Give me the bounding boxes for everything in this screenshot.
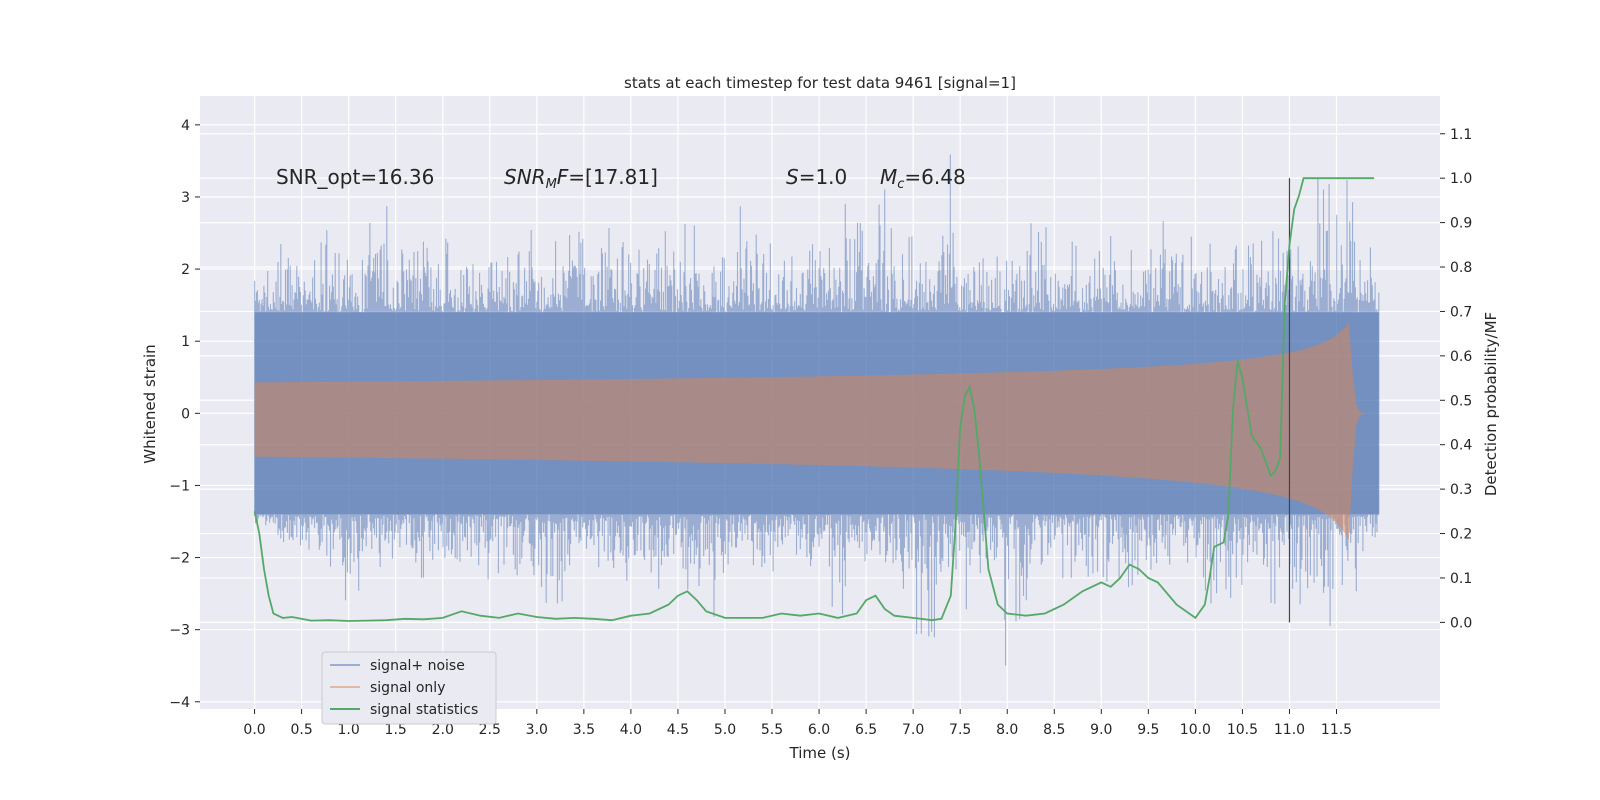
- x-tick-label: 2.5: [479, 722, 501, 738]
- x-tick-label: 3.0: [526, 722, 548, 738]
- y-tick-label: −4: [169, 695, 190, 711]
- signal-only-envelope: [254, 322, 1379, 541]
- y2-tick-label: 0.7: [1450, 304, 1472, 320]
- legend: signal+ noise signal only signal statist…: [321, 651, 497, 725]
- x-tick-label: 6.0: [808, 722, 830, 738]
- signal-only-series: [254, 322, 1379, 541]
- x-tick-label: 11.0: [1274, 722, 1305, 738]
- x-tick-label: 4.5: [667, 722, 689, 738]
- signal-statistics-line: [253, 177, 1375, 622]
- y2-tick-label: 0.8: [1450, 260, 1472, 276]
- annotations: SNR_opt=16.36 SNRMF=[17.81] S=1.0 Mc=6.4…: [276, 165, 966, 192]
- annotation-mc: Mc=6.48: [880, 165, 966, 192]
- annotation-snr-mf: SNRMF=[17.81]: [504, 165, 658, 192]
- y-tick-label: −1: [169, 478, 190, 494]
- y-axis-ticks: −4 −3 −2 −1 0 1 2 3 4: [169, 118, 200, 711]
- x-tick-label: 7.5: [949, 722, 971, 738]
- y-tick-label: 2: [181, 262, 190, 278]
- y2-tick-label: 0.6: [1450, 349, 1472, 365]
- y2-tick-label: 0.1: [1450, 571, 1472, 587]
- y2-tick-label: 0.5: [1450, 393, 1472, 409]
- y2-tick-label: 0.4: [1450, 438, 1472, 454]
- signal-statistics-series: [253, 177, 1375, 622]
- legend-label-signal-noise: signal+ noise: [370, 658, 465, 674]
- x-tick-label: 9.5: [1137, 722, 1159, 738]
- x-tick-label: 0.0: [243, 722, 265, 738]
- legend-box: [321, 651, 497, 725]
- x-tick-label: 11.5: [1321, 722, 1352, 738]
- y-tick-label: 0: [181, 406, 190, 422]
- x-tick-label: 0.5: [290, 722, 312, 738]
- y2-axis-label: Detection probability/MF: [1482, 312, 1500, 496]
- y-tick-label: −3: [169, 623, 190, 639]
- y-tick-label: 4: [181, 118, 190, 134]
- y2-axis-ticks: 0.0 0.1 0.2 0.3 0.4 0.5 0.6 0.7 0.8 0.9 1.0 1.1: [1440, 127, 1472, 631]
- annotation-s: S=1.0: [786, 165, 847, 189]
- x-tick-label: 8.0: [996, 722, 1018, 738]
- x-axis-label: Time (s): [789, 744, 851, 762]
- chart-title: stats at each timestep for test data 946…: [624, 74, 1016, 92]
- x-tick-label: 8.5: [1043, 722, 1065, 738]
- x-tick-label: 10.0: [1180, 722, 1211, 738]
- x-tick-label: 6.5: [855, 722, 877, 738]
- annotation-snr-opt: SNR_opt=16.36: [276, 165, 434, 189]
- y-tick-label: 3: [181, 190, 190, 206]
- y2-tick-label: 0.3: [1450, 482, 1472, 498]
- y2-tick-label: 0.2: [1450, 527, 1472, 543]
- x-axis-ticks: 0.0 0.5 1.0 1.5 2.0 2.5 3.0 3.5 4.0 4.5 5.0 5.5 6.0 6…: [243, 709, 1352, 738]
- x-tick-label: 9.0: [1090, 722, 1112, 738]
- legend-label-signal-only: signal only: [370, 680, 445, 696]
- y-tick-label: −2: [169, 551, 190, 567]
- x-tick-label: 10.5: [1227, 722, 1258, 738]
- x-tick-label: 1.5: [385, 722, 407, 738]
- x-tick-label: 2.0: [432, 722, 454, 738]
- y-axis-label: Whitened strain: [141, 344, 159, 463]
- x-tick-label: 4.0: [620, 722, 642, 738]
- x-tick-label: 3.5: [573, 722, 595, 738]
- y2-tick-label: 0.0: [1450, 615, 1472, 631]
- legend-label-signal-statistics: signal statistics: [370, 702, 478, 718]
- y-tick-label: 1: [181, 334, 190, 350]
- x-tick-label: 5.0: [714, 722, 736, 738]
- y2-tick-label: 0.9: [1450, 216, 1472, 232]
- x-tick-label: 5.5: [761, 722, 783, 738]
- y2-tick-label: 1.0: [1450, 171, 1472, 187]
- x-tick-label: 1.0: [338, 722, 360, 738]
- x-tick-label: 7.0: [902, 722, 924, 738]
- y2-tick-label: 1.1: [1450, 127, 1472, 143]
